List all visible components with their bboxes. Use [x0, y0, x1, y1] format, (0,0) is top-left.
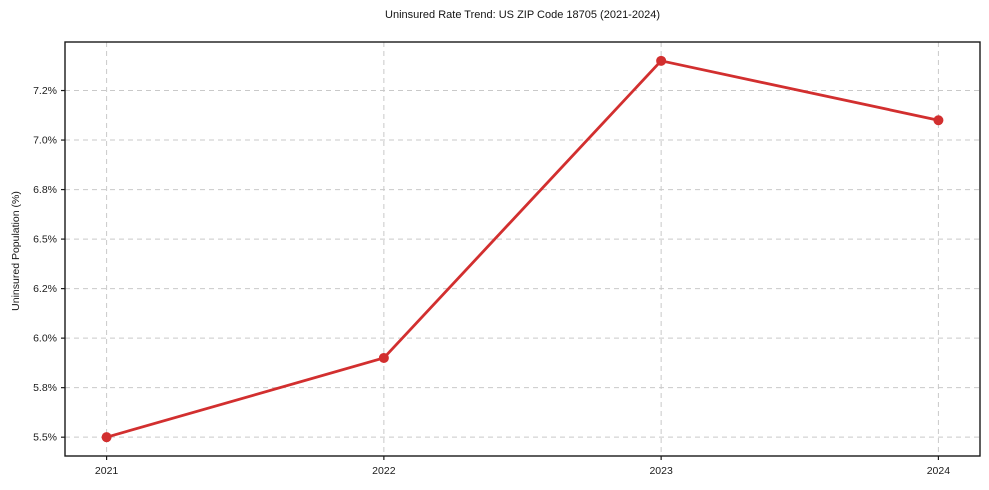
x-tick-label: 2022: [372, 465, 396, 477]
y-tick-label: 6.2%: [33, 283, 57, 295]
data-point-2023: [656, 55, 667, 66]
y-tick-label: 5.8%: [33, 382, 57, 394]
y-tick-label: 7.0%: [33, 135, 57, 147]
chart-title: Uninsured Rate Trend: US ZIP Code 18705 …: [385, 9, 660, 21]
x-tick-label: 2021: [95, 465, 119, 477]
y-tick-label: 6.8%: [33, 184, 57, 196]
x-tick-label: 2023: [649, 465, 673, 477]
y-tick-label: 5.5%: [33, 432, 57, 444]
x-tick-label: 2024: [927, 465, 951, 477]
plot-border: [64, 41, 981, 457]
data-point-2021: [101, 432, 112, 443]
y-tick-label: 6.5%: [33, 234, 57, 246]
y-tick-label: 7.2%: [33, 85, 57, 97]
data-point-2024: [933, 115, 944, 126]
trend-line: [106, 59, 939, 439]
y-tick-label: 6.0%: [33, 333, 57, 345]
data-point-2022: [378, 352, 389, 363]
